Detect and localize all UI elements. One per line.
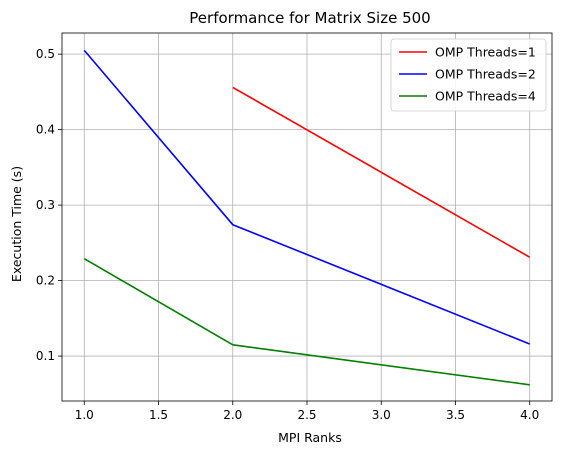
- chart-title: Performance for Matrix Size 500: [189, 9, 430, 27]
- x-tick-label: 2.5: [297, 408, 316, 422]
- legend-label-2: OMP Threads=2: [435, 67, 536, 82]
- series-line-2: [83, 49, 530, 345]
- x-axis-label: MPI Ranks: [278, 430, 342, 445]
- x-tick-label: 2.0: [223, 408, 242, 422]
- legend-label-1: OMP Threads=1: [435, 45, 536, 60]
- y-tick-label: 0.3: [36, 198, 55, 212]
- x-tick-label: 1.0: [75, 408, 94, 422]
- y-tick-label: 0.5: [36, 47, 55, 61]
- x-tick-label: 3.0: [372, 408, 391, 422]
- legend-label-3: OMP Threads=4: [435, 89, 536, 104]
- axis-ticks: 1.0 1.5 2.0 2.5 3.0 3.5 4.0 0.1 0.2 0.3 0.4 0.5: [36, 47, 539, 422]
- x-tick-label: 4.0: [520, 408, 539, 422]
- legend: OMP Threads=1 OMP Threads=2 OMP Threads=4: [390, 38, 547, 112]
- series-line-3: [83, 258, 530, 386]
- series-lines: [83, 49, 531, 386]
- x-tick-label: 1.5: [149, 408, 168, 422]
- series-line-1: [232, 86, 531, 258]
- x-tick-label: 3.5: [446, 408, 465, 422]
- y-tick-label: 0.4: [36, 123, 55, 137]
- y-axis-label: Execution Time (s): [9, 166, 24, 282]
- y-tick-label: 0.2: [36, 274, 55, 288]
- y-tick-label: 0.1: [36, 349, 55, 363]
- legend-box: [390, 38, 547, 112]
